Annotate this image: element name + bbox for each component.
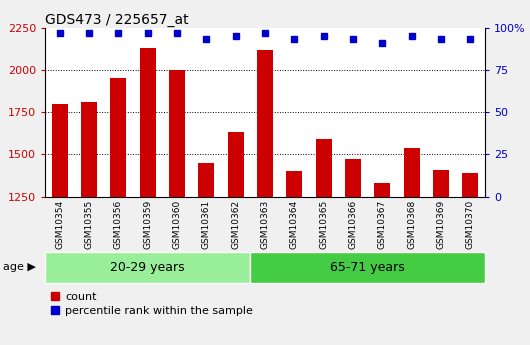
Text: age ▶: age ▶ [3,263,36,272]
Bar [462,173,479,345]
Bar [345,159,361,345]
Text: GSM10360: GSM10360 [173,199,181,249]
Bar [227,132,244,345]
Bar [198,163,215,345]
Text: GSM10367: GSM10367 [378,199,387,249]
Text: GSM10354: GSM10354 [55,199,64,248]
Bar [403,148,420,345]
Text: 20-29 years: 20-29 years [110,261,185,274]
Bar [110,78,127,345]
Text: GSM10359: GSM10359 [143,199,152,249]
Text: GSM10366: GSM10366 [349,199,357,249]
Text: 65-71 years: 65-71 years [330,261,405,274]
Text: GSM10363: GSM10363 [261,199,269,249]
Text: GSM10365: GSM10365 [319,199,328,249]
Bar [374,183,391,345]
Bar [315,139,332,345]
Text: GSM10356: GSM10356 [114,199,123,249]
Text: GSM10361: GSM10361 [202,199,211,249]
Text: GDS473 / 225657_at: GDS473 / 225657_at [45,12,189,27]
Text: GSM10368: GSM10368 [407,199,416,249]
Bar [139,48,156,345]
Bar [257,50,273,345]
Bar [286,171,303,345]
Text: GSM10362: GSM10362 [231,199,240,248]
Text: GSM10355: GSM10355 [85,199,93,249]
Text: GSM10364: GSM10364 [290,199,299,248]
Bar [45,252,250,283]
Legend: count, percentile rank within the sample: count, percentile rank within the sample [50,292,253,316]
Bar [433,170,449,345]
Bar [169,70,185,345]
Bar [250,252,485,283]
Bar [81,102,97,345]
Text: GSM10369: GSM10369 [437,199,445,249]
Bar [51,104,68,345]
Text: GSM10370: GSM10370 [466,199,475,249]
